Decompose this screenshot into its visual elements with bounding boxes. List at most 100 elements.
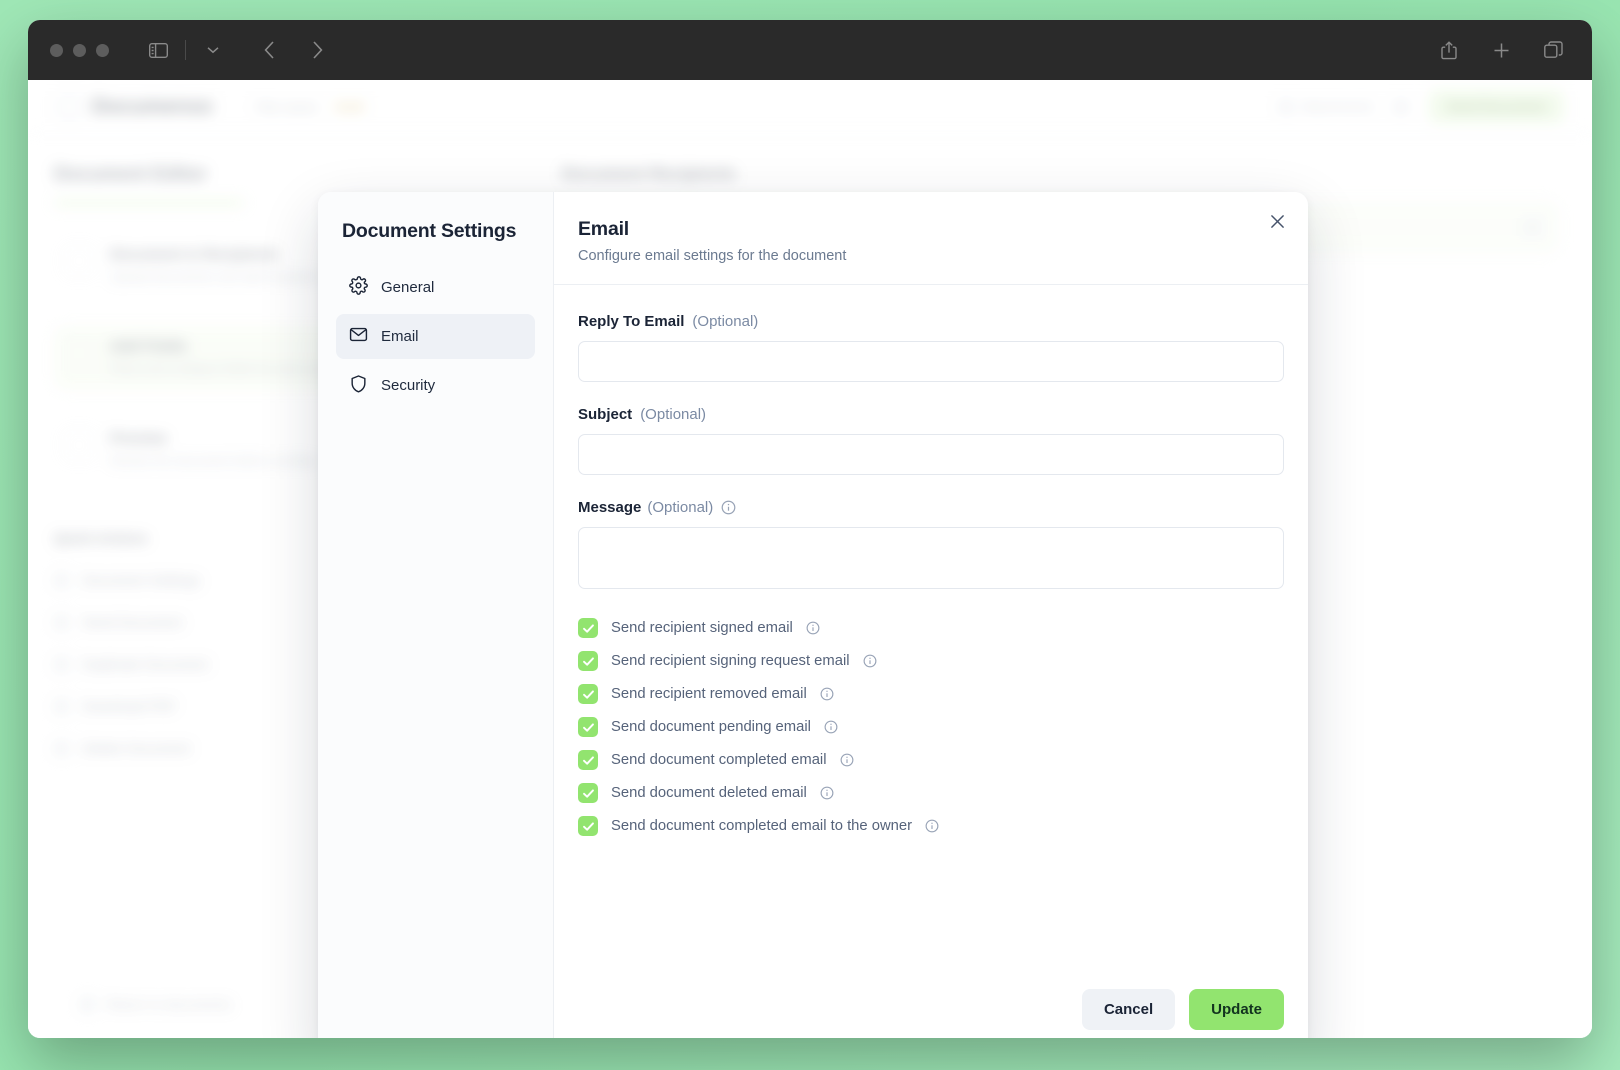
checkbox-label: Send recipient removed email	[611, 686, 807, 702]
attachments-label: Attachments	[1300, 99, 1374, 114]
sidebar-item-security[interactable]: Security	[336, 363, 535, 408]
step-icon	[64, 338, 94, 369]
checkbox-checked-icon[interactable]	[578, 816, 598, 836]
modal-main: Email Configure email settings for the d…	[554, 192, 1308, 1038]
sidebar-item-general[interactable]: General	[336, 265, 535, 310]
subject-input[interactable]	[578, 434, 1284, 475]
message-field-block: Message (Optional)	[578, 499, 1284, 594]
step-description: Place and configure fields for each reci…	[110, 362, 353, 377]
modal-sidebar: Document Settings General	[318, 192, 554, 1038]
close-icon[interactable]	[1264, 208, 1290, 234]
update-button[interactable]: Update	[1189, 989, 1284, 1030]
label-text: Reply To Email	[578, 313, 685, 330]
quick-action-delete-document[interactable]: Delete Document	[54, 740, 502, 756]
quick-action-download-pdf[interactable]: Download PDF	[54, 698, 502, 714]
close-window-button[interactable]	[50, 43, 63, 57]
info-icon[interactable]	[925, 819, 939, 833]
modal-header: Email Configure email settings for the d…	[554, 192, 1308, 285]
arrow-left-icon	[80, 997, 95, 1012]
return-link-label: Return to documents	[106, 997, 232, 1012]
checkbox-row-send-recipient-removed-email[interactable]: Send recipient removed email	[578, 684, 1284, 704]
quick-action-label: Delete Document	[82, 740, 191, 757]
browser-toolbar	[28, 20, 1592, 80]
app-header: Documenso File name Draft Attachments Se…	[28, 80, 1592, 134]
checkbox-checked-icon[interactable]	[578, 783, 598, 803]
forward-button[interactable]	[304, 37, 330, 63]
checkbox-checked-icon[interactable]	[578, 618, 598, 638]
checkbox-label: Send document deleted email	[611, 785, 807, 801]
info-icon[interactable]	[840, 753, 854, 767]
quick-action-label: Download PDF	[82, 698, 177, 715]
step-icon	[64, 246, 94, 276]
modal-subtitle: Configure email settings for the documen…	[578, 248, 847, 264]
return-to-documents-link[interactable]: Return to documents	[80, 997, 231, 1012]
editor-step[interactable]: Document & Recipients Upload documents a…	[54, 234, 502, 298]
optional-tag: (Optional)	[640, 406, 707, 423]
quick-action-document-settings[interactable]: Document Settings	[54, 572, 502, 588]
sidebar-item-label: Security	[381, 377, 436, 394]
info-icon[interactable]	[721, 500, 736, 515]
label-text: Message	[578, 499, 642, 516]
quick-action-duplicate-document[interactable]: Duplicate Document	[54, 656, 502, 672]
step-title: Add Fields	[110, 338, 187, 356]
info-icon[interactable]	[820, 786, 834, 800]
share-icon[interactable]	[1436, 37, 1462, 63]
recipients-title: Document Recipients	[562, 164, 736, 183]
optional-tag: (Optional)	[647, 499, 714, 516]
tab-overview-icon[interactable]	[1540, 37, 1566, 63]
settings-gear-icon[interactable]	[1393, 98, 1410, 115]
step-icon	[64, 430, 94, 461]
checkbox-row-send-recipient-signing-request-email[interactable]: Send recipient signing request email	[578, 651, 1284, 671]
minimize-window-button[interactable]	[73, 43, 86, 57]
info-icon[interactable]	[806, 621, 820, 635]
checkbox-row-send-document-pending-email[interactable]: Send document pending email	[578, 717, 1284, 737]
message-textarea[interactable]	[578, 527, 1284, 589]
file-name: File name	[256, 98, 318, 115]
reply-to-email-input[interactable]	[578, 341, 1284, 382]
copy-icon	[54, 656, 69, 672]
sidebar-toggle-icon[interactable]	[145, 37, 171, 63]
browser-window: Documenso File name Draft Attachments Se…	[28, 20, 1592, 1038]
checkbox-row-send-document-completed-email[interactable]: Send document completed email	[578, 750, 1284, 770]
maximize-window-button[interactable]	[96, 43, 109, 57]
checkbox-row-send-document-completed-email-to-the-owner[interactable]: Send document completed email to the own…	[578, 816, 1284, 836]
message-label: Message (Optional)	[578, 499, 1284, 516]
attachments-link[interactable]: Attachments	[1277, 98, 1374, 115]
back-button[interactable]	[256, 37, 282, 63]
info-icon[interactable]	[863, 654, 877, 668]
sidebar-item-email[interactable]: Email	[336, 314, 535, 359]
modal-title: Email	[578, 218, 630, 240]
plus-icon[interactable]	[1488, 37, 1514, 63]
step-description: Upload documents and add recipients	[110, 270, 320, 284]
chevron-down-icon[interactable]	[200, 37, 226, 63]
trash-icon	[54, 740, 69, 756]
checkbox-label: Send recipient signing request email	[611, 653, 850, 669]
checkbox-label: Send document completed email to the own…	[611, 818, 913, 834]
page-title: Document Editor	[54, 164, 208, 185]
checkbox-checked-icon[interactable]	[578, 651, 598, 671]
step-description: Review the document before sending	[110, 454, 317, 469]
checkbox-checked-icon[interactable]	[578, 750, 598, 770]
quick-action-send-document[interactable]: Send Document	[54, 614, 502, 630]
shield-icon	[349, 374, 368, 397]
info-icon[interactable]	[820, 687, 834, 701]
trash-icon[interactable]	[1524, 219, 1541, 235]
email-notification-checkbox-list: Send recipient signed email Send recipie…	[578, 618, 1284, 836]
modal-sidebar-title: Document Settings	[342, 220, 517, 242]
send-document-button[interactable]: Send Document	[1429, 90, 1564, 123]
web-page: Documenso File name Draft Attachments Se…	[28, 80, 1592, 1038]
checkbox-checked-icon[interactable]	[578, 684, 598, 704]
cancel-button[interactable]: Cancel	[1081, 989, 1176, 1030]
subject-label: Subject (Optional)	[578, 406, 1284, 423]
label-text: Subject	[578, 406, 633, 423]
info-icon[interactable]	[824, 720, 838, 734]
checkbox-row-send-recipient-signed-email[interactable]: Send recipient signed email	[578, 618, 1284, 638]
checkbox-checked-icon[interactable]	[578, 717, 598, 737]
quick-actions-title: Quick Actions	[54, 530, 148, 547]
send-icon	[54, 614, 69, 630]
editor-step[interactable]: Preview Review the document before sendi…	[54, 418, 502, 482]
progress-bar	[54, 200, 244, 206]
status-badge: Draft	[335, 99, 364, 114]
paperclip-icon	[1277, 98, 1294, 115]
checkbox-row-send-document-deleted-email[interactable]: Send document deleted email	[578, 783, 1284, 803]
